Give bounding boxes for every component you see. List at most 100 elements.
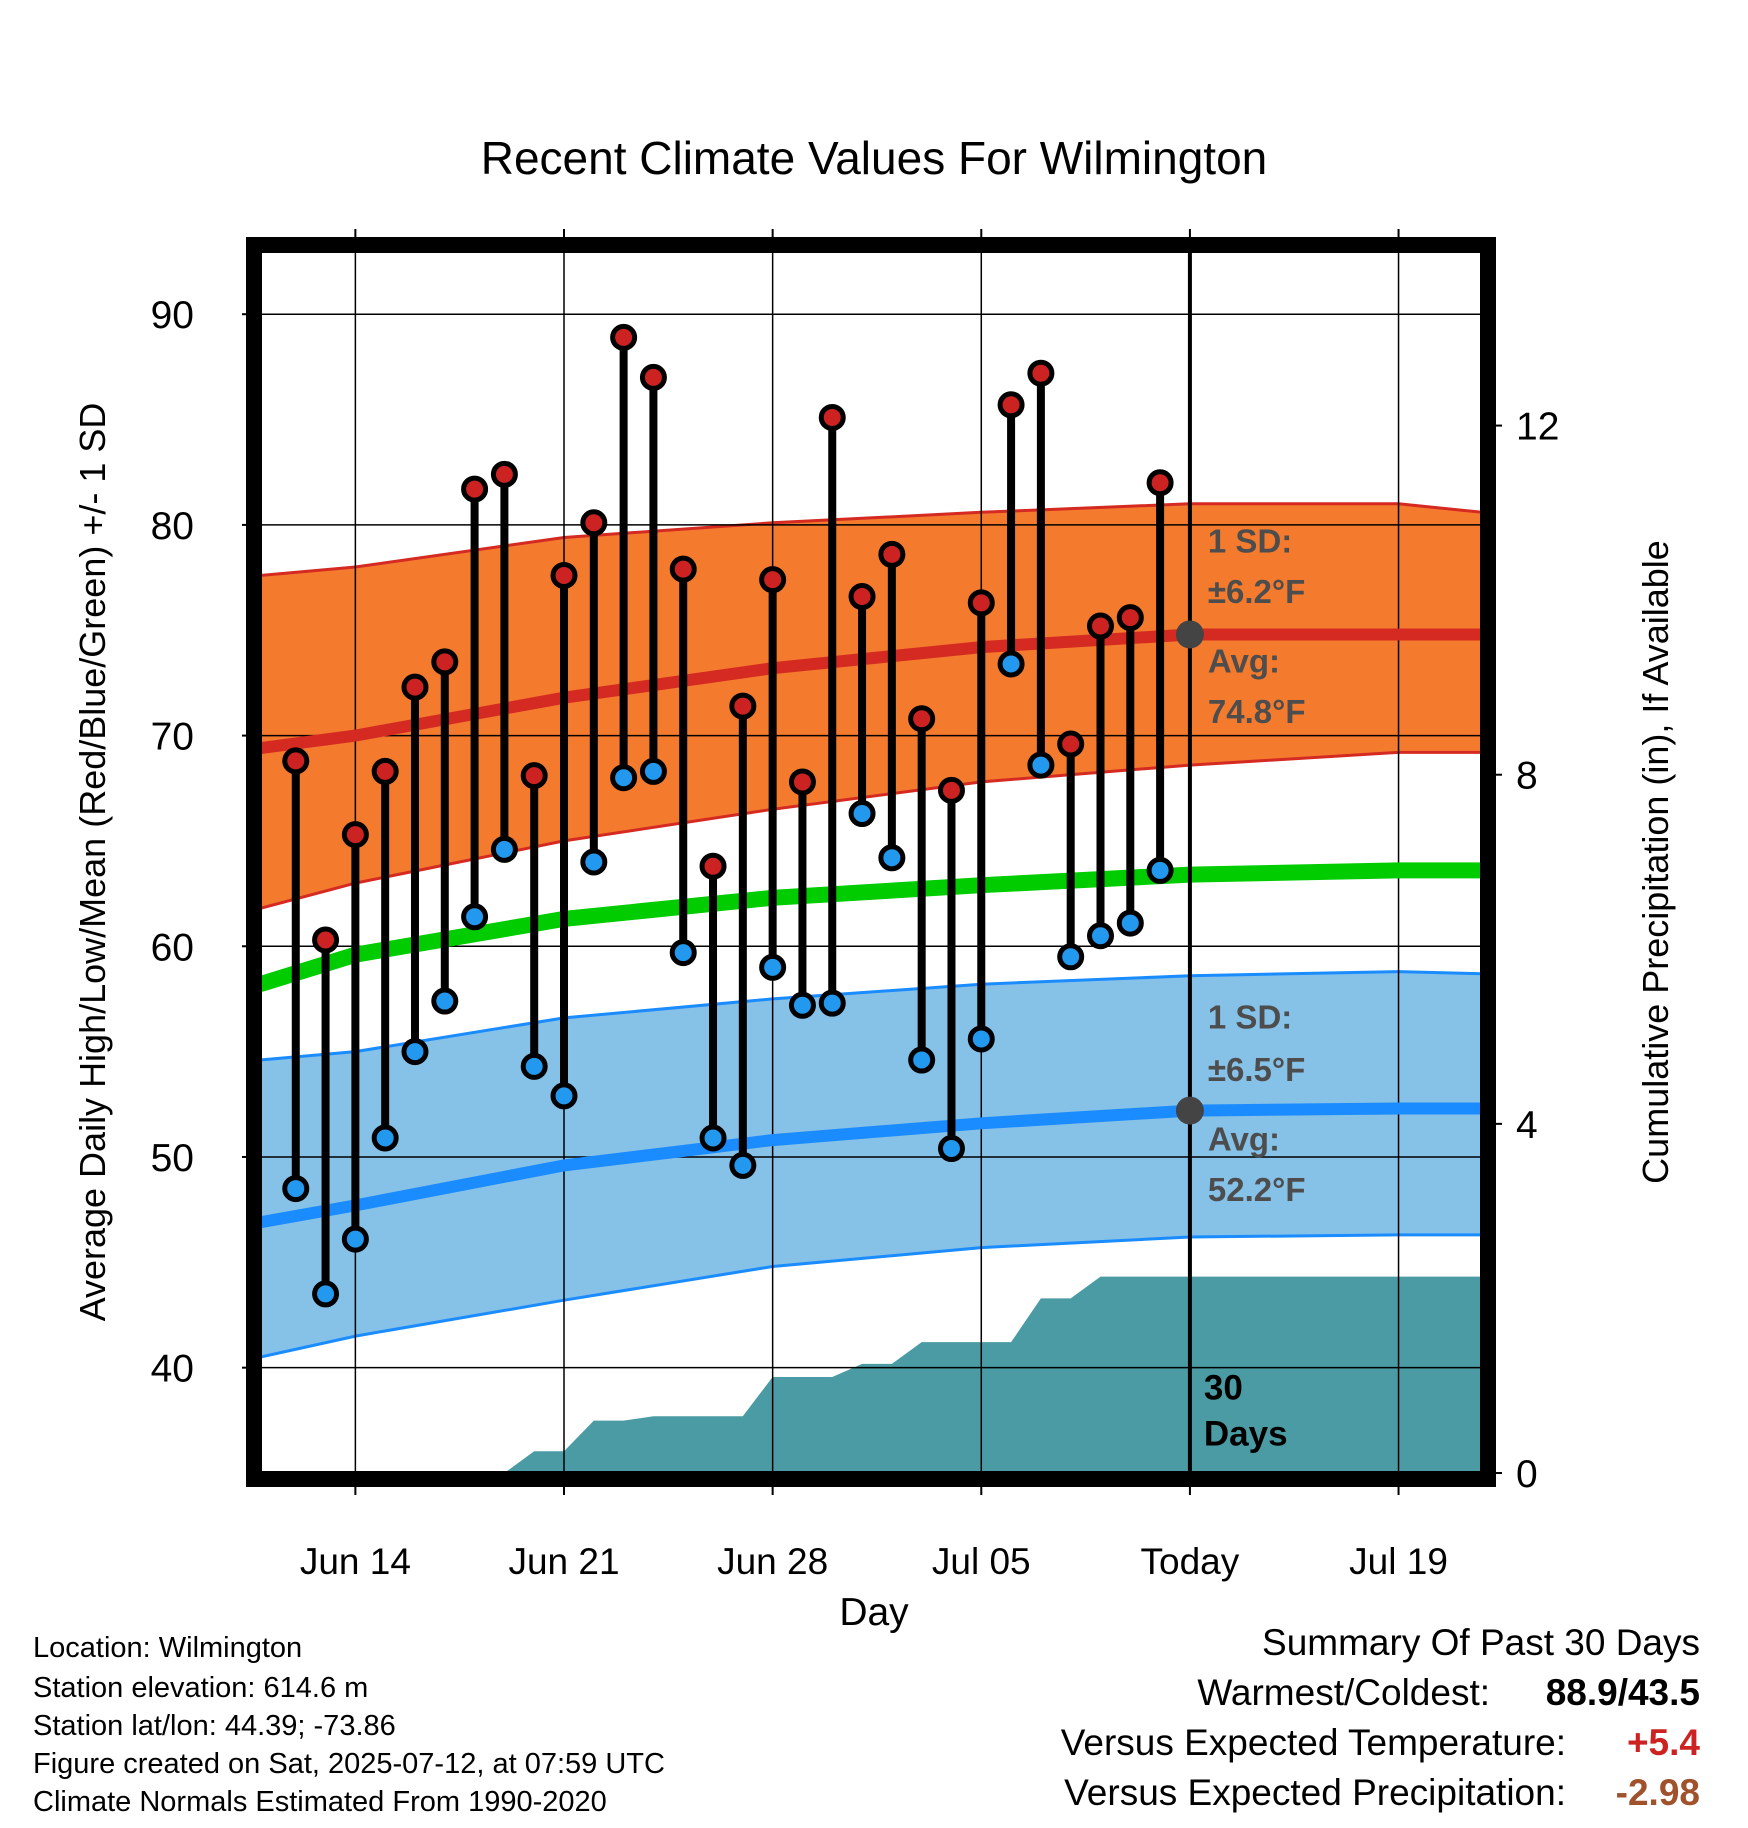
daily-low-point	[639, 757, 667, 785]
low-sd-upper-line	[260, 970, 1482, 1062]
y2-tick-label: 4	[1516, 1104, 1538, 1147]
daily-low-point	[669, 939, 697, 967]
low-sd-value: ±6.5°F	[1208, 1051, 1305, 1088]
today-high-avg-marker	[1175, 620, 1204, 649]
high-avg-label: Avg:	[1208, 642, 1280, 679]
y-tick-label: 80	[151, 505, 194, 548]
chart-title: Recent Climate Values For Wilmington	[481, 132, 1268, 184]
daily-low-point	[1057, 943, 1085, 971]
plot-frame	[246, 237, 1496, 1487]
daily-high-point	[997, 391, 1025, 419]
daily-high-point	[1057, 730, 1085, 758]
precip-days-label-text: Days	[1204, 1415, 1288, 1454]
footer-latlon: Station lat/lon: 44.39; -73.86	[33, 1710, 396, 1742]
y-tick-label: 40	[151, 1348, 194, 1391]
daily-low-point	[282, 1175, 310, 1203]
high-avg-line	[260, 628, 1482, 755]
low-avg-label: Avg:	[1208, 1121, 1280, 1158]
daily-high-point	[282, 747, 310, 775]
daily-high-point	[461, 475, 489, 503]
daily-low-point	[848, 800, 876, 828]
daily-low-point	[908, 1046, 936, 1074]
daily-high-point	[639, 363, 667, 391]
daily-high-point	[937, 776, 965, 804]
y2-axis-label: Cumulative Precipitation (in), If Availa…	[1635, 540, 1676, 1184]
daily-high-point	[848, 583, 876, 611]
x-tick-label: Jun 21	[508, 1541, 619, 1582]
daily-high-point	[1146, 469, 1174, 497]
summary-precip-value: -2.98	[1615, 1772, 1700, 1813]
today-low-avg-marker	[1175, 1096, 1204, 1125]
daily-low-point	[490, 835, 518, 863]
daily-low-point	[580, 848, 608, 876]
daily-low-point	[1086, 922, 1114, 950]
daily-high-point	[401, 673, 429, 701]
high-sd-label: 1 SD:	[1208, 522, 1292, 559]
low-avg-line	[260, 1102, 1482, 1229]
daily-high-point	[371, 757, 399, 785]
precip-area	[260, 1276, 1482, 1473]
daily-high-point	[1027, 359, 1055, 387]
summary-precip-label: Versus Expected Precipitation:	[1064, 1772, 1566, 1813]
x-tick-label: Jun 28	[717, 1541, 828, 1582]
y-tick-label: 70	[151, 716, 194, 759]
daily-high-point	[818, 403, 846, 431]
daily-high-point	[878, 540, 906, 568]
daily-high-point	[759, 566, 787, 594]
summary-warm-cold-label: Warmest/Coldest:	[1197, 1672, 1490, 1713]
summary-temp-label: Versus Expected Temperature:	[1060, 1722, 1566, 1763]
daily-low-point	[1146, 856, 1174, 884]
daily-low-point	[788, 991, 816, 1019]
daily-high-point	[729, 692, 757, 720]
daily-low-point	[520, 1052, 548, 1080]
daily-low-point	[997, 650, 1025, 678]
mean-avg-line	[260, 862, 1482, 992]
low-avg-value: 52.2°F	[1208, 1171, 1306, 1208]
daily-high-point	[669, 555, 697, 583]
summary-temp-value: +5.4	[1626, 1722, 1700, 1763]
daily-high-point	[580, 509, 608, 537]
daily-low-point	[371, 1124, 399, 1152]
daily-low-point	[1116, 909, 1144, 937]
y-tick-label: 60	[151, 926, 194, 969]
footer-normals: Climate Normals Estimated From 1990-2020	[33, 1786, 607, 1818]
daily-low-point	[699, 1124, 727, 1152]
daily-low-point	[610, 764, 638, 792]
y-tick-label: 90	[151, 294, 194, 337]
daily-low-point	[937, 1135, 965, 1163]
footer-elevation: Station elevation: 614.6 m	[33, 1672, 369, 1704]
daily-high-point	[788, 768, 816, 796]
daily-high-point	[1116, 604, 1144, 632]
daily-low-point	[878, 844, 906, 872]
summary-title: Summary Of Past 30 Days	[1262, 1622, 1700, 1663]
daily-high-point	[699, 852, 727, 880]
daily-high-point	[520, 762, 548, 790]
daily-low-point	[729, 1151, 757, 1179]
precip-days-label-number: 30	[1204, 1368, 1243, 1407]
high-sd-upper-line	[260, 502, 1482, 577]
daily-low-point	[312, 1280, 340, 1308]
plot-area	[260, 251, 1482, 1473]
x-tick-label: Jul 05	[932, 1541, 1031, 1582]
y2-tick-label: 8	[1516, 755, 1538, 798]
summary-warm-cold-value: 88.9/43.5	[1545, 1672, 1700, 1713]
daily-high-point	[312, 926, 340, 954]
high-sd-lower-line	[260, 750, 1482, 910]
daily-low-point	[461, 903, 489, 931]
x-tick-label: Today	[1141, 1541, 1240, 1582]
daily-low-point	[341, 1225, 369, 1253]
daily-high-point	[490, 460, 518, 488]
y2-tick-label: 0	[1516, 1453, 1538, 1496]
footer-location: Location: Wilmington	[33, 1632, 303, 1664]
footer-created: Figure created on Sat, 2025-07-12, at 07…	[33, 1748, 665, 1780]
x-axis-label: Day	[839, 1591, 909, 1634]
daily-high-point	[967, 589, 995, 617]
daily-low-point	[759, 953, 787, 981]
daily-low-point	[431, 987, 459, 1015]
x-tick-label: Jul 19	[1349, 1541, 1448, 1582]
daily-high-point	[341, 821, 369, 849]
high-avg-value: 74.8°F	[1208, 693, 1306, 730]
y-axis-label: Average Daily High/Low/Mean (Red/Blue/Gr…	[72, 403, 113, 1322]
daily-low-point	[967, 1025, 995, 1053]
y-tick-label: 50	[151, 1137, 194, 1180]
